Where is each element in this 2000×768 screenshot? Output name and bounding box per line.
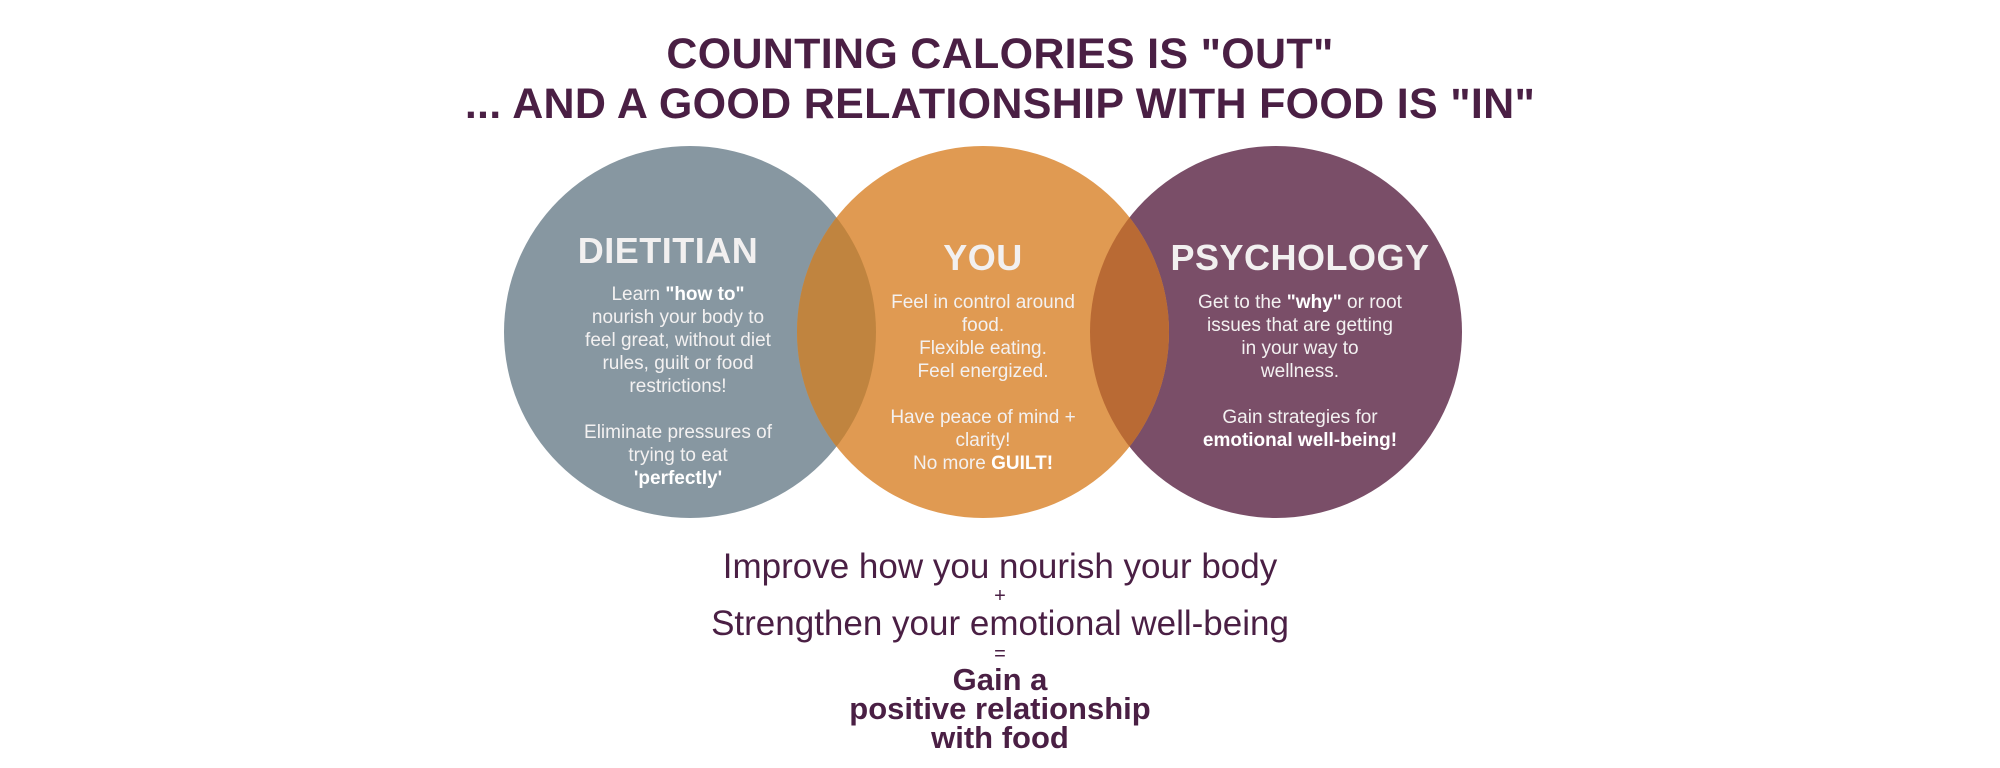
dietitian-perfectly-bold: 'perfectly' bbox=[633, 468, 723, 489]
psychology-why-bold: "why" bbox=[1286, 292, 1342, 313]
psychology-gain-bold: emotional well-being! bbox=[1202, 430, 1398, 451]
psychology-why-line: Get to the "why" or root bbox=[1180, 291, 1420, 314]
result-line: with food bbox=[931, 720, 1069, 755]
dietitian-title: DIETITIAN bbox=[577, 230, 759, 271]
dietitian-learn-line: Learn "how to" bbox=[555, 283, 801, 306]
psychology-line: in your way to bbox=[1241, 338, 1359, 359]
psychology-line: issues that are getting bbox=[1207, 315, 1393, 336]
dietitian-line: restrictions! bbox=[629, 376, 727, 397]
psychology-line: wellness. bbox=[1260, 361, 1340, 382]
you-guilt-prefix: No more bbox=[912, 453, 992, 474]
you-text: Feel in control around food. Flexible ea… bbox=[868, 291, 1098, 475]
headline-line-2: ... AND A GOOD RELATIONSHIP WITH FOOD IS… bbox=[464, 80, 1536, 128]
you-line: Feel energized. bbox=[917, 361, 1049, 382]
dietitian-learn-bold: "how to" bbox=[665, 284, 745, 305]
psychology-why-suffix: or root bbox=[1341, 292, 1402, 313]
headline-line-1: COUNTING CALORIES IS "OUT" bbox=[666, 30, 1334, 78]
dietitian-line: feel great, without diet bbox=[585, 330, 771, 351]
dietitian-line: nourish your body to bbox=[591, 307, 765, 328]
you-line: Feel in control around bbox=[891, 292, 1075, 313]
psychology-why-prefix: Get to the bbox=[1198, 292, 1287, 313]
you-line: Flexible eating. bbox=[919, 338, 1047, 359]
dietitian-line: rules, guilt or food bbox=[602, 353, 754, 374]
result-line: positive relationship bbox=[849, 691, 1151, 726]
equation-result: Gain a positive relationship with food bbox=[0, 662, 2000, 755]
psychology-text: Get to the "why" or root issues that are… bbox=[1180, 291, 1420, 452]
psychology-circle bbox=[1090, 146, 1462, 518]
you-peace-line: clarity! bbox=[955, 430, 1011, 451]
dietitian-learn-prefix: Learn bbox=[611, 284, 666, 305]
you-title: YOU bbox=[943, 237, 1023, 278]
psychology-title: PSYCHOLOGY bbox=[1170, 237, 1430, 278]
dietitian-eliminate-line: trying to eat bbox=[628, 445, 728, 466]
you-guilt-line: No more GUILT! bbox=[868, 452, 1098, 475]
result-line: Gain a bbox=[952, 662, 1048, 697]
you-peace-line: Have peace of mind + bbox=[890, 407, 1076, 428]
psychology-gain-line: Gain strategies for bbox=[1222, 407, 1378, 428]
dietitian-text: Learn "how to" nourish your body to feel… bbox=[555, 283, 801, 490]
you-guilt-bold: GUILT! bbox=[991, 453, 1054, 474]
dietitian-eliminate-line: Eliminate pressures of bbox=[584, 422, 772, 443]
equation-plus: + bbox=[994, 585, 1006, 607]
you-circle bbox=[797, 146, 1169, 518]
equation-line-1: Improve how you nourish your body bbox=[722, 547, 1278, 586]
you-line: food. bbox=[961, 315, 1005, 336]
equation-equals: = bbox=[994, 643, 1006, 665]
equation-line-2: Strengthen your emotional well-being bbox=[711, 604, 1289, 643]
dietitian-circle bbox=[504, 146, 876, 518]
